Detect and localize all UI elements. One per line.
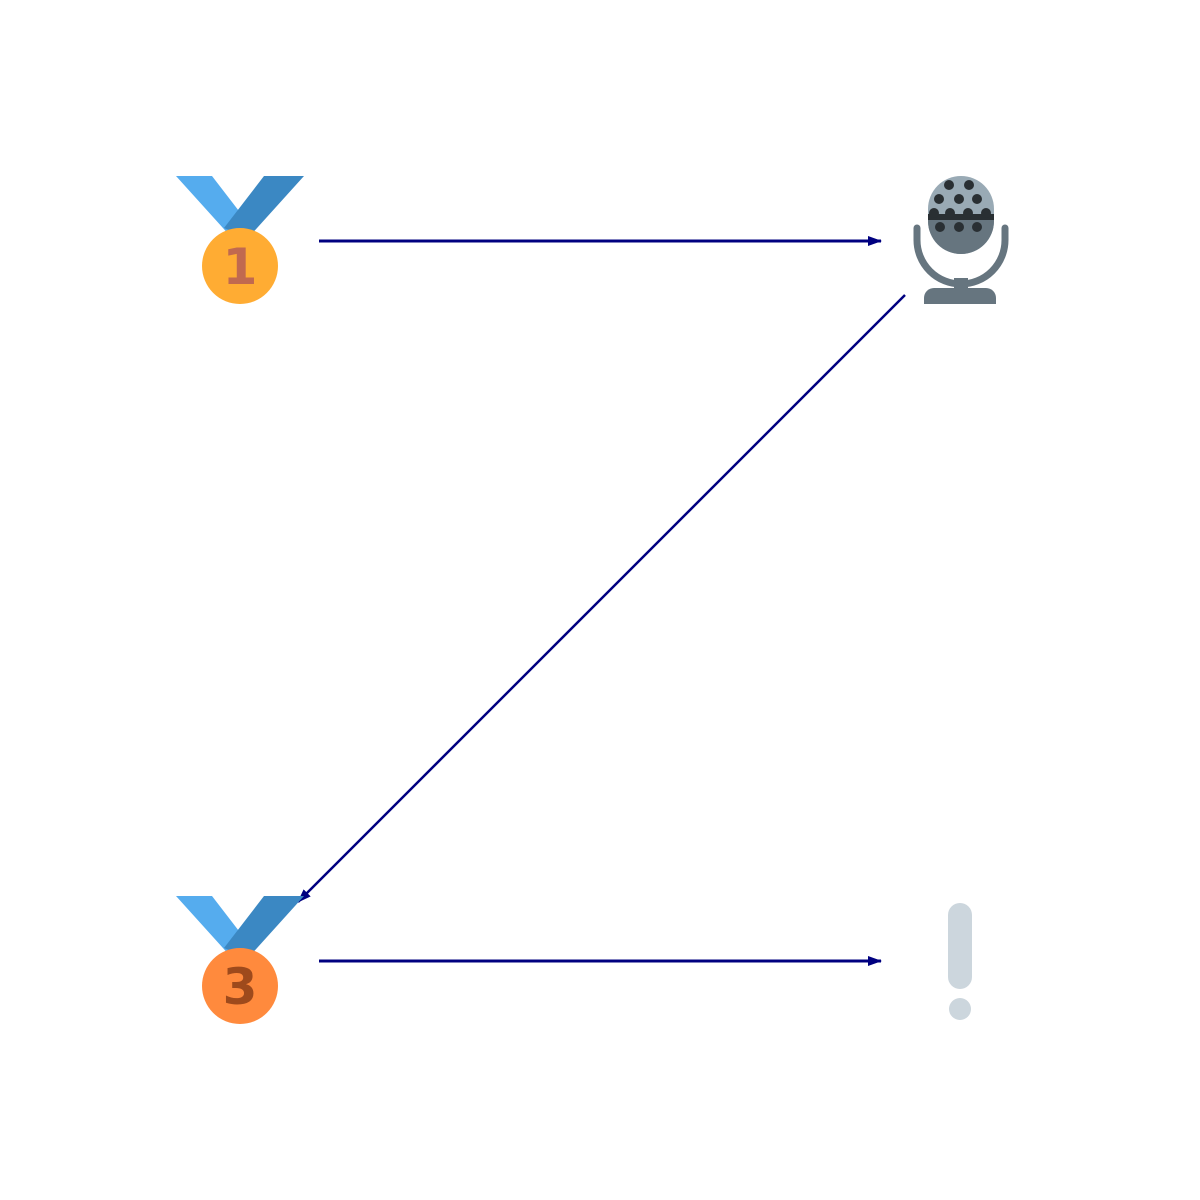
first-place-medal-icon: 1 xyxy=(176,176,304,304)
medal-number-1: 1 xyxy=(223,238,258,296)
white-exclamation-mark-icon xyxy=(948,903,972,1020)
studio-microphone-icon xyxy=(913,176,1009,304)
medal-number-3: 3 xyxy=(223,958,258,1016)
edge-microphone-to-bronze-medal xyxy=(297,294,906,903)
edges xyxy=(297,236,906,966)
third-place-medal-icon: 3 xyxy=(176,896,304,1024)
